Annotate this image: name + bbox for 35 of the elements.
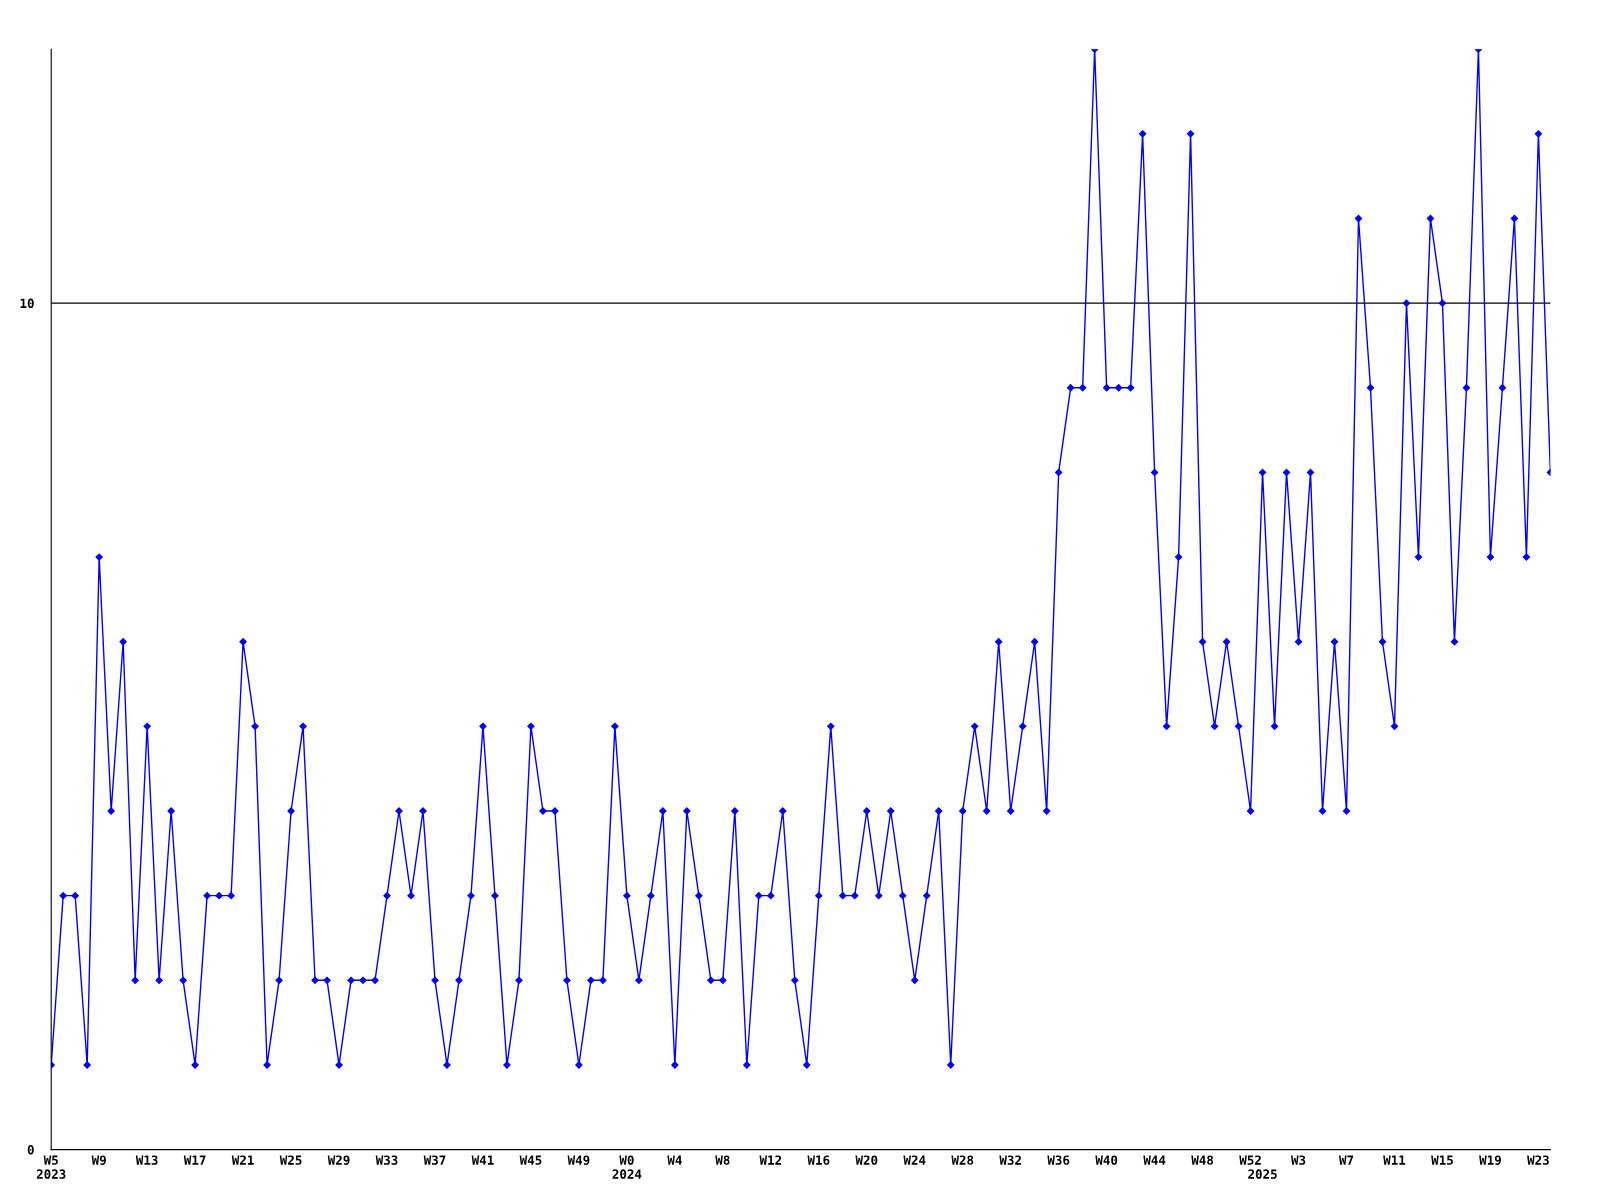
- x-tick-label: W20: [855, 1155, 878, 1165]
- x-tick-label: W17: [183, 1155, 206, 1165]
- x-tick-label: W12: [759, 1155, 782, 1165]
- x-tick-label: W5 2023: [36, 1155, 66, 1179]
- x-tick-label: W41: [471, 1155, 494, 1165]
- x-tick-label: W28: [951, 1155, 974, 1165]
- x-tick-label: W48: [1191, 1155, 1214, 1165]
- x-tick-label: W21: [231, 1155, 254, 1165]
- x-tick-label: W29: [327, 1155, 350, 1165]
- x-tick-label: W7: [1338, 1155, 1354, 1165]
- x-tick-label: W40: [1095, 1155, 1118, 1165]
- x-tick-label: W23: [1527, 1155, 1549, 1165]
- x-tick-label: W4: [667, 1155, 682, 1165]
- x-tick-label: 2025: [1248, 1169, 1277, 1179]
- x-tick-label: W32: [999, 1155, 1021, 1165]
- x-tick-label: W16: [807, 1155, 830, 1165]
- x-tick-label: W8: [715, 1155, 730, 1165]
- x-tick-label: W52: [1239, 1155, 1261, 1165]
- x-tick-label: W9: [91, 1155, 106, 1165]
- x-tick-label: W37: [423, 1155, 446, 1165]
- x-tick-label: W19: [1479, 1155, 1501, 1165]
- x-tick-label: W49: [567, 1155, 590, 1165]
- x-tick-label: W45: [519, 1155, 542, 1165]
- x-tick-label: W15: [1431, 1155, 1453, 1165]
- x-tick-label: W44: [1143, 1155, 1166, 1165]
- x-tick-label: W24: [903, 1155, 926, 1165]
- y-tick-label: 0: [27, 1145, 34, 1155]
- x-tick-label: W25: [279, 1155, 302, 1165]
- x-tick-label: W3: [1291, 1155, 1306, 1165]
- x-tick-label: W0 2024: [612, 1155, 642, 1179]
- x-tick-label: W11: [1383, 1155, 1406, 1165]
- x-tick-label: W36: [1047, 1155, 1070, 1165]
- y-tick-label: 10: [20, 298, 34, 309]
- x-tick-label: W33: [375, 1155, 398, 1165]
- x-tick-label: W13: [135, 1155, 158, 1165]
